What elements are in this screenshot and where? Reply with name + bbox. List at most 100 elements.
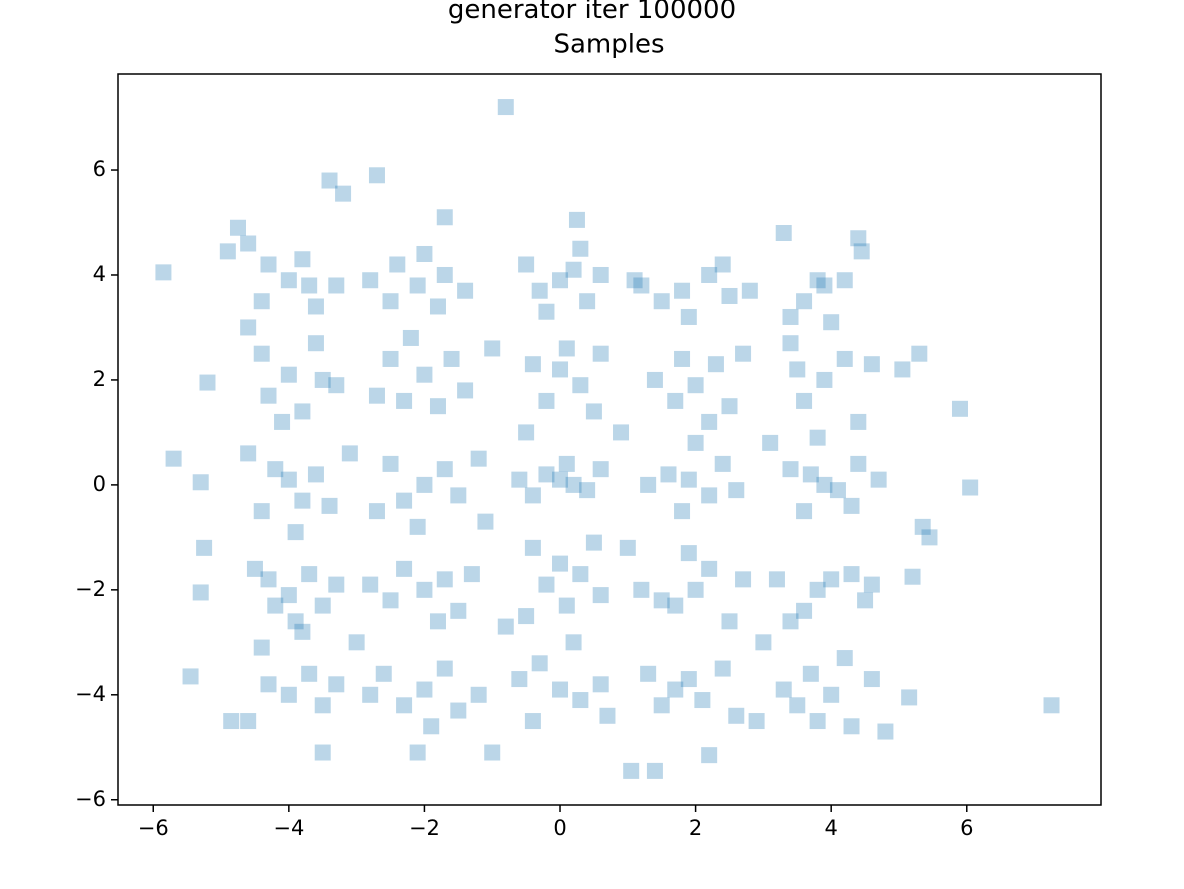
point xyxy=(836,350,853,367)
point xyxy=(782,335,799,352)
point xyxy=(165,450,182,467)
y-tick-label: 4 xyxy=(93,262,106,286)
point xyxy=(301,665,318,682)
point xyxy=(253,503,270,520)
point xyxy=(558,455,575,472)
point xyxy=(531,655,548,672)
point xyxy=(524,356,541,373)
point xyxy=(362,272,379,289)
point xyxy=(280,366,297,383)
point xyxy=(307,298,324,315)
point xyxy=(314,371,331,388)
point xyxy=(409,518,426,535)
point xyxy=(674,282,691,299)
point xyxy=(470,686,487,703)
point xyxy=(687,434,704,451)
point xyxy=(155,264,172,281)
point xyxy=(538,466,555,483)
point xyxy=(626,272,643,289)
point xyxy=(857,592,874,609)
point xyxy=(450,602,467,619)
point xyxy=(396,492,413,509)
point xyxy=(182,668,199,685)
point xyxy=(294,623,311,640)
point xyxy=(921,529,938,546)
point xyxy=(599,707,616,724)
point xyxy=(674,350,691,367)
point xyxy=(701,747,718,764)
point xyxy=(796,392,813,409)
point xyxy=(396,560,413,577)
point xyxy=(721,287,738,304)
point xyxy=(463,566,480,583)
point xyxy=(568,211,585,228)
point xyxy=(219,243,236,260)
y-tick-label: −6 xyxy=(75,787,106,811)
point xyxy=(552,681,569,698)
point xyxy=(914,518,931,535)
point xyxy=(796,503,813,520)
point xyxy=(782,308,799,325)
point xyxy=(572,377,589,394)
point xyxy=(592,345,609,362)
point xyxy=(416,245,433,262)
point xyxy=(904,568,921,585)
point xyxy=(680,471,697,488)
point xyxy=(565,634,582,651)
point xyxy=(707,356,724,373)
point xyxy=(307,335,324,352)
point xyxy=(423,718,440,735)
point xyxy=(368,167,385,184)
point xyxy=(592,587,609,604)
point xyxy=(853,243,870,260)
point xyxy=(321,497,338,514)
point xyxy=(687,377,704,394)
point xyxy=(416,581,433,598)
point xyxy=(260,571,277,588)
point xyxy=(253,293,270,310)
point xyxy=(457,282,474,299)
point xyxy=(768,571,785,588)
point xyxy=(497,618,514,635)
point xyxy=(484,340,501,357)
point xyxy=(429,398,446,415)
chart-title: Samples xyxy=(553,30,664,60)
point xyxy=(809,581,826,598)
point xyxy=(572,692,589,709)
point xyxy=(816,277,833,294)
point xyxy=(294,492,311,509)
point xyxy=(646,371,663,388)
point xyxy=(558,597,575,614)
point xyxy=(450,487,467,504)
point xyxy=(619,539,636,556)
x-tick-label: −2 xyxy=(409,816,440,840)
point xyxy=(402,329,419,346)
point xyxy=(436,660,453,677)
point xyxy=(646,762,663,779)
point xyxy=(328,377,345,394)
point xyxy=(294,251,311,268)
point xyxy=(775,225,792,242)
y-tick-label: 0 xyxy=(93,472,106,496)
point xyxy=(585,403,602,420)
point xyxy=(524,539,541,556)
point xyxy=(829,482,846,499)
point xyxy=(877,723,894,740)
point xyxy=(748,713,765,730)
point xyxy=(572,240,589,257)
point xyxy=(328,676,345,693)
point xyxy=(375,665,392,682)
point xyxy=(701,487,718,504)
point xyxy=(579,482,596,499)
point xyxy=(436,461,453,478)
point xyxy=(863,356,880,373)
point xyxy=(396,697,413,714)
point xyxy=(674,503,691,520)
point xyxy=(613,424,630,441)
point xyxy=(809,272,826,289)
point xyxy=(389,256,406,273)
point xyxy=(762,434,779,451)
point xyxy=(477,513,494,530)
point xyxy=(409,744,426,761)
